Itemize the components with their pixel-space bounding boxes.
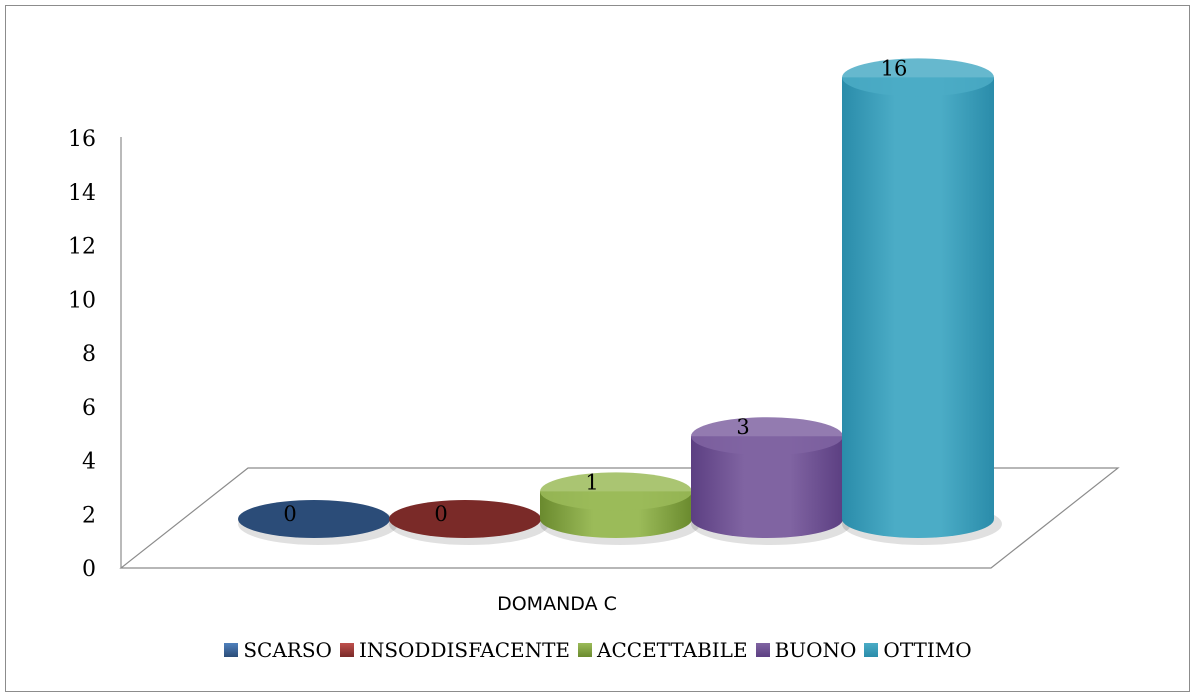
data-label-insoddisfacente: 0 (434, 502, 447, 526)
y-tick-label: 6 (82, 396, 96, 421)
legend-label: ACCETTABILE (597, 638, 748, 662)
bar-body (842, 77, 994, 539)
y-axis-ticks: 0 2 4 6 8 10 12 14 16 (68, 127, 96, 582)
y-tick-label: 2 (82, 503, 96, 528)
data-label-accettabile: 1 (585, 470, 598, 494)
bar-buono (691, 417, 851, 545)
data-label-buono: 3 (736, 415, 749, 439)
bar-ottimo (842, 58, 1002, 545)
x-category-label: DOMANDA C (497, 593, 617, 615)
legend-item-buono: BUONO (755, 638, 857, 662)
legend-swatch (339, 643, 354, 657)
bar-top (389, 500, 541, 538)
bar-top (238, 500, 390, 538)
data-label-ottimo: 16 (881, 56, 908, 80)
bar-insoddisfacente (389, 500, 549, 545)
legend-item-accettabile: ACCETTABILE (578, 638, 748, 662)
legend-label: BUONO (774, 638, 857, 662)
bar-top (540, 472, 692, 511)
y-tick-label: 12 (68, 235, 96, 260)
bar-scarso (238, 500, 398, 545)
bars-group (238, 58, 1002, 545)
data-labels-group: 0 0 1 3 16 (283, 56, 907, 526)
data-label-scarso: 0 (283, 502, 296, 526)
legend: SCARSO INSODDISFACENTE ACCETTABILE BUONO OTT… (0, 638, 1196, 662)
y-tick-label: 16 (68, 127, 96, 152)
legend-swatch (755, 643, 770, 657)
y-tick-label: 4 (82, 450, 96, 475)
bar-body (691, 436, 843, 538)
legend-swatch (864, 643, 879, 657)
bar-top (691, 417, 843, 456)
bar-accettabile (540, 472, 700, 545)
legend-label: OTTIMO (883, 638, 972, 662)
y-tick-label: 10 (68, 288, 96, 313)
legend-item-scarso: SCARSO (224, 638, 332, 662)
legend-swatch (578, 643, 593, 657)
y-tick-label: 14 (68, 181, 96, 206)
legend-item-ottimo: OTTIMO (864, 638, 972, 662)
legend-item-insoddisfacente: INSODDISFACENTE (339, 638, 571, 662)
y-tick-label: 0 (82, 557, 96, 582)
y-tick-label: 8 (82, 342, 96, 367)
legend-label: SCARSO (243, 638, 332, 662)
legend-swatch (224, 643, 239, 657)
legend-label: INSODDISFACENTE (358, 638, 571, 662)
bar-top (842, 58, 994, 97)
